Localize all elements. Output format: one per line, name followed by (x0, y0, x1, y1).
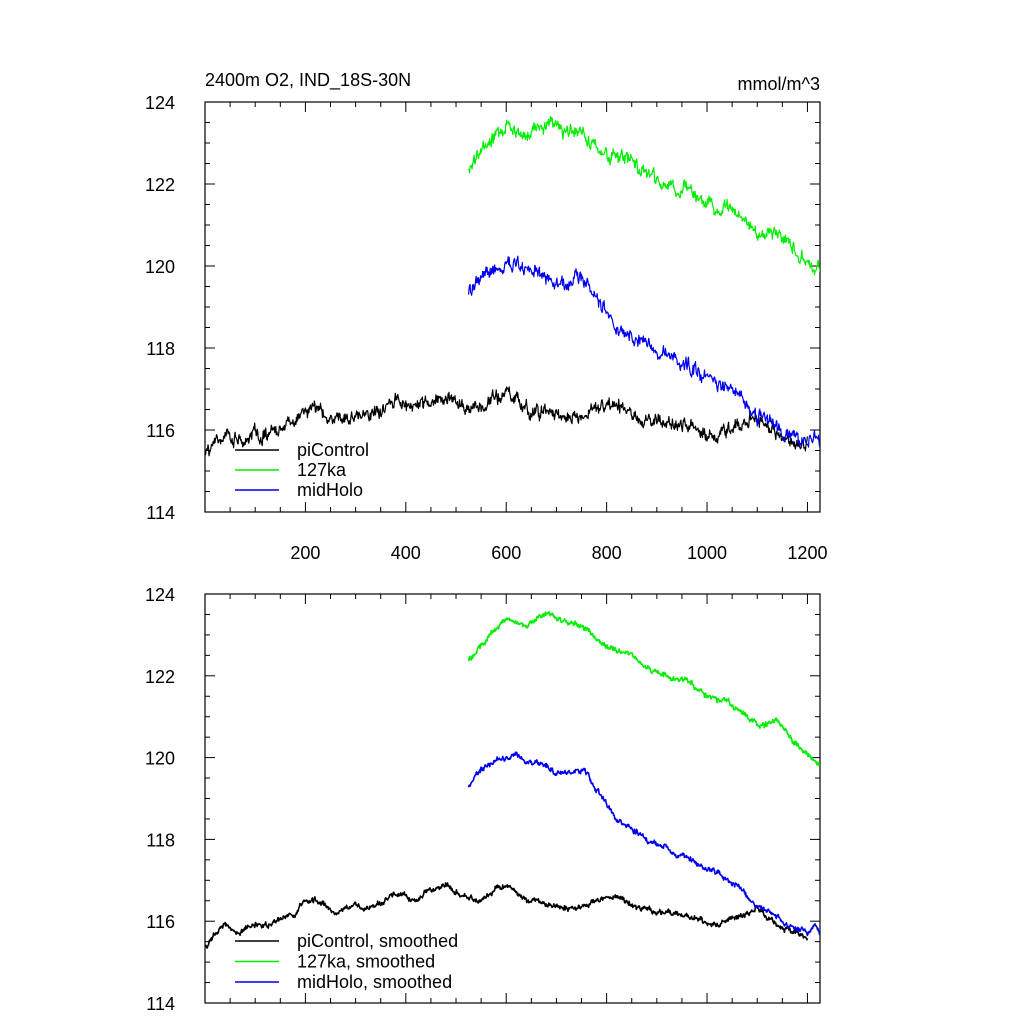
y-tick-label: 122 (145, 175, 175, 195)
y-tick-label: 116 (146, 912, 175, 932)
series-line-midholo-smoothed (467, 751, 820, 937)
y-tick-label: 114 (146, 994, 175, 1014)
x-tick-label: 1000 (687, 543, 727, 563)
chart-title: 2400m O2, IND_18S-30N (205, 70, 411, 91)
series-line-picontrol-smoothed (205, 882, 809, 949)
y-tick-label: 118 (146, 339, 175, 359)
x-tick-label: 400 (391, 543, 421, 563)
legend-label: midHolo (297, 480, 363, 500)
legend-label: piControl (297, 440, 369, 460)
legend-label: 127ka (297, 460, 347, 480)
y-tick-label: 118 (146, 830, 175, 850)
y-tick-label: 116 (146, 421, 175, 441)
x-tick-label: 600 (491, 543, 521, 563)
top-panel: 114 116 118 120 122 124 200 400 600 800 1000 1200 24… (145, 70, 828, 563)
legend-label: midHolo, smoothed (297, 972, 452, 992)
series-line-picontrol (205, 386, 808, 457)
y-tick-label: 120 (145, 749, 175, 769)
units-label: mmol/m^3 (738, 74, 820, 94)
y-tick-label: 114 (146, 503, 175, 523)
bottom-panel: 114 116 118 120 122 124 piControl, smoothed127… (145, 585, 821, 1014)
y-tick-label: 124 (145, 585, 175, 605)
legend-label: 127ka, smoothed (297, 952, 435, 972)
x-tick-label: 200 (290, 543, 320, 563)
y-tick-label: 124 (145, 93, 175, 113)
legend-label: piControl, smoothed (297, 931, 458, 951)
y-tick-label: 120 (145, 257, 175, 277)
y-tick-label: 122 (145, 667, 175, 687)
x-tick-label: 800 (592, 543, 622, 563)
series-line-127ka-smoothed (467, 610, 820, 767)
series-line-midholo (468, 255, 820, 448)
series-line-127ka (468, 116, 820, 276)
x-tick-label: 1200 (787, 543, 827, 563)
